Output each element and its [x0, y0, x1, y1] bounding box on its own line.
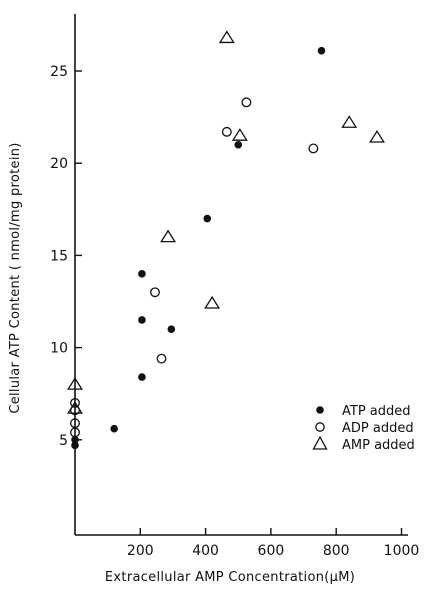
data-point-atp-added — [110, 424, 118, 433]
ticks: 200400600800100051015202530 — [50, 64, 420, 559]
data-point-amp-added — [369, 129, 385, 143]
data-point-atp-added — [138, 270, 146, 278]
legend-marker-open-circle — [315, 422, 325, 432]
x-tick-label: 1000 — [384, 543, 420, 559]
data-point-atp-added — [71, 436, 79, 444]
data-point-atp-added — [138, 373, 146, 381]
x-tick-label: 200 — [127, 543, 154, 559]
y-axis-title: Cellular ATP Content ( nmol/mg protein) — [8, 142, 23, 413]
data-point-atp-added — [138, 316, 146, 324]
legend-item-amp: AMP added — [312, 435, 415, 453]
x-tick-label: 800 — [323, 543, 350, 559]
data-point-adp-added — [70, 418, 80, 429]
data-point-atp-added — [71, 441, 79, 450]
axes — [74, 14, 408, 536]
data-point-amp-added — [341, 115, 358, 128]
y-tick-label: 10 — [50, 341, 68, 357]
x-axis-title: Extracellular AMP Concentration(μM) — [105, 570, 355, 585]
data-point-amp-added — [231, 128, 248, 141]
legend-marker-open-triangle — [312, 435, 328, 450]
legend-item-atp: ATP added — [316, 404, 411, 419]
legend-label-atp: ATP added — [342, 404, 411, 419]
data-point-amp-added — [67, 401, 83, 414]
legend-label-amp: AMP added — [342, 438, 415, 453]
data-point-adp-added — [150, 287, 160, 298]
legend-label-adp: ADP added — [342, 421, 414, 436]
data-point-amp-added — [218, 30, 235, 44]
legend-marker-filled-circle — [316, 406, 324, 414]
data-point-adp-added — [221, 126, 232, 137]
data-point-adp-added — [308, 143, 319, 154]
data-point-atp-added — [234, 140, 243, 149]
data-points — [67, 30, 385, 450]
data-point-atp-added — [317, 46, 326, 55]
x-tick-label: 400 — [192, 543, 219, 559]
x-tick-label: 600 — [258, 543, 285, 559]
y-tick-label: 25 — [50, 64, 68, 80]
legend-item-adp: ADP added — [315, 421, 414, 436]
y-tick-label: 15 — [50, 248, 68, 264]
data-point-amp-added — [160, 229, 177, 243]
data-point-atp-added — [167, 325, 176, 333]
data-point-adp-added — [156, 353, 167, 364]
data-point-adp-added — [241, 97, 252, 108]
data-point-adp-added — [70, 397, 80, 408]
y-tick-label: 20 — [50, 156, 68, 172]
data-point-amp-added — [204, 295, 221, 309]
data-point-atp-added — [203, 214, 212, 223]
y-tick-label: 5 — [59, 433, 68, 449]
data-point-amp-added — [67, 377, 83, 390]
legend: ATP added ADP added AMP added — [312, 404, 415, 453]
